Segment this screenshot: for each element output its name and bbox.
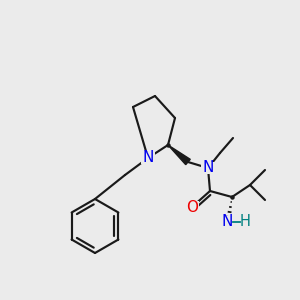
Polygon shape (168, 145, 190, 165)
Bar (201, 162, 215, 174)
Text: N: N (221, 214, 233, 230)
Text: N: N (142, 151, 154, 166)
Bar (141, 152, 155, 164)
Bar (221, 216, 251, 228)
Bar (185, 201, 199, 213)
Text: N: N (202, 160, 214, 175)
Text: H: H (240, 214, 250, 230)
Text: O: O (186, 200, 198, 214)
